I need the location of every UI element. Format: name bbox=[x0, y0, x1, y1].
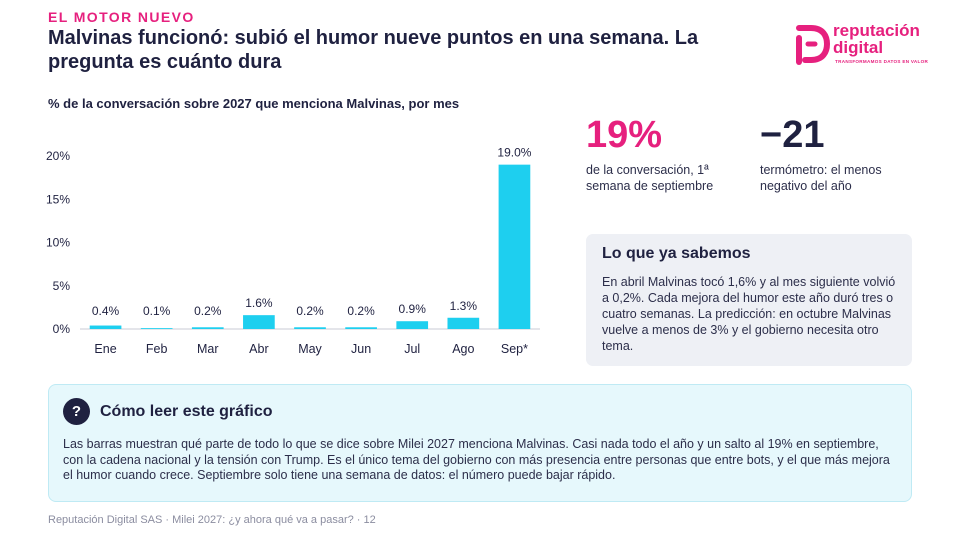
y-tick-label: 5% bbox=[53, 279, 71, 293]
bar-ene bbox=[89, 325, 122, 329]
how-to-read-body: Las barras muestran qué parte de todo lo… bbox=[63, 437, 890, 482]
bar-chart: 0% 5% 10% 15% 20% 0.4% Ene 0.1% Feb 0.2% Mar 1.6% Ab… bbox=[46, 146, 540, 356]
brand-logo: reputación digital TRANSFORMAMOS DATOS E… bbox=[795, 22, 935, 72]
x-tick-label: May bbox=[298, 342, 322, 356]
x-tick-label: Abr bbox=[249, 342, 268, 356]
page-footer: Reputación Digital SAS · Milei 2027: ¿y … bbox=[48, 514, 376, 526]
bar-sep bbox=[498, 164, 531, 329]
kpi-share-label: de la conversación, 1ª semana de septiem… bbox=[586, 163, 714, 193]
x-tick-label: Jul bbox=[404, 342, 420, 356]
x-tick-label: Ago bbox=[452, 342, 474, 356]
data-label: 0.2% bbox=[347, 304, 375, 318]
logo-mark-icon bbox=[796, 25, 831, 65]
chart-title: % de la conversación sobre 2027 que menc… bbox=[48, 96, 460, 111]
bar-abr bbox=[243, 315, 275, 329]
how-to-read-header: ? Cómo leer este gráfico bbox=[63, 398, 897, 425]
bar-feb bbox=[140, 328, 173, 329]
x-tick-label: Sep* bbox=[501, 342, 528, 356]
what-we-know-card: Lo que ya sabemos En abril Malvinas tocó… bbox=[586, 234, 912, 366]
data-label: 1.3% bbox=[450, 299, 478, 313]
y-tick-label: 20% bbox=[46, 149, 70, 163]
x-tick-label: Feb bbox=[146, 342, 168, 356]
kpi-thermometer-label: termómetro: el menos negativo del año bbox=[760, 163, 882, 193]
data-label: 0.4% bbox=[92, 304, 120, 318]
how-to-read-title: Cómo leer este gráfico bbox=[100, 402, 273, 420]
bar-ago bbox=[447, 317, 480, 329]
kpi-share-value: 19% bbox=[586, 114, 663, 156]
data-label: 1.6% bbox=[245, 296, 273, 310]
logo-line-2: digital bbox=[833, 38, 884, 57]
data-label: 0.2% bbox=[194, 304, 222, 318]
data-label: 0.1% bbox=[143, 304, 171, 318]
logo-wordmark: reputación digital bbox=[833, 22, 920, 56]
page-title: Malvinas funcionó: subió el humor nueve … bbox=[48, 27, 699, 73]
bar-jul bbox=[396, 321, 429, 329]
data-label: 19.0% bbox=[497, 146, 531, 160]
y-tick-label: 15% bbox=[46, 192, 70, 206]
section-kicker: EL MOTOR NUEVO bbox=[48, 9, 195, 25]
kpi-share: 19% de la conversación, 1ª semana de sep… bbox=[586, 114, 746, 194]
x-tick-label: Ene bbox=[94, 342, 116, 356]
data-label: 0.2% bbox=[296, 304, 324, 318]
bar-mar bbox=[191, 327, 224, 329]
data-label: 0.9% bbox=[399, 302, 427, 316]
what-we-know-body: En abril Malvinas tocó 1,6% y al mes sig… bbox=[602, 275, 896, 353]
kpi-thermometer: −21 termómetro: el menos negativo del añ… bbox=[760, 114, 910, 194]
logo-line-1: reputación bbox=[833, 21, 920, 40]
question-icon: ? bbox=[63, 398, 90, 425]
bar-may bbox=[294, 327, 326, 329]
x-tick-label: Jun bbox=[351, 342, 371, 356]
x-tick-label: Mar bbox=[197, 342, 219, 356]
kpi-thermometer-value: −21 bbox=[760, 114, 825, 156]
what-we-know-title: Lo que ya sabemos bbox=[602, 245, 751, 262]
bar-jun bbox=[345, 327, 377, 329]
logo-tagline: TRANSFORMAMOS DATOS EN VALOR bbox=[835, 59, 929, 64]
how-to-read-card: ? Cómo leer este gráfico Las barras mues… bbox=[48, 384, 912, 502]
y-tick-label: 10% bbox=[46, 236, 70, 250]
y-tick-label: 0% bbox=[53, 322, 71, 336]
